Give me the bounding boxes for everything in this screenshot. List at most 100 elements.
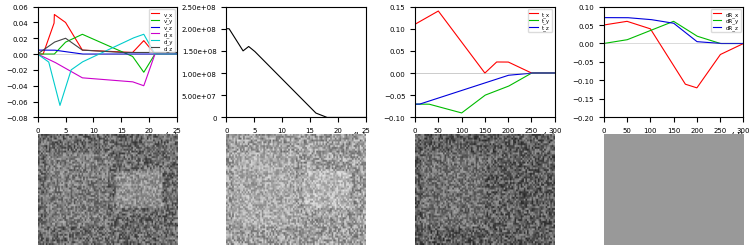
v_y	[101, 44, 110, 46]
v_z	[116, 53, 125, 56]
t_x	[493, 61, 502, 64]
v_x	[173, 53, 182, 56]
t_z	[436, 97, 445, 100]
t_x	[474, 64, 483, 67]
d_y	[109, 46, 118, 50]
d_y	[170, 53, 179, 56]
Line: dR_z: dR_z	[604, 18, 743, 44]
dR_x	[739, 43, 748, 46]
v_y	[109, 47, 118, 50]
dR_z	[635, 18, 644, 21]
t_y	[474, 99, 483, 102]
Text: (a): (a)	[164, 131, 177, 141]
Line: v_y: v_y	[38, 35, 177, 73]
d_y	[100, 51, 109, 54]
dR_z	[662, 22, 671, 25]
d_z	[33, 53, 42, 56]
Line: d_x: d_x	[38, 55, 177, 86]
dR_z	[599, 17, 608, 20]
v_x	[170, 53, 179, 56]
dR_z	[682, 32, 691, 35]
Legend: v_x, v_y, v_z, d_x, d_y, d_z: v_x, v_y, v_z, d_x, d_y, d_z	[149, 10, 174, 53]
d_x	[101, 79, 110, 82]
t_y	[436, 106, 445, 109]
v_y	[139, 72, 148, 74]
d_x	[33, 53, 42, 56]
dR_x	[682, 84, 691, 87]
d_z	[116, 52, 125, 55]
v_y	[173, 53, 182, 56]
dR_x	[623, 21, 632, 24]
v_y	[78, 34, 87, 37]
d_x	[99, 79, 108, 82]
v_z	[170, 53, 179, 56]
v_z	[109, 53, 118, 56]
Text: (d): (d)	[730, 131, 743, 141]
t_x	[504, 62, 513, 64]
t_z	[493, 78, 502, 81]
v_x	[101, 50, 110, 53]
t_x	[411, 24, 420, 27]
Legend: t_x, t_y, t_z: t_x, t_y, t_z	[528, 10, 552, 33]
t_x	[436, 13, 445, 16]
dR_x	[599, 24, 608, 28]
v_z	[78, 53, 87, 56]
dR_x	[692, 87, 701, 90]
dR_z	[692, 41, 701, 44]
t_x	[550, 72, 559, 75]
t_y	[411, 103, 420, 106]
d_z	[61, 38, 70, 40]
d_y	[116, 43, 125, 46]
Line: t_x: t_x	[415, 12, 555, 74]
v_x	[33, 53, 42, 56]
d_x	[173, 53, 182, 56]
t_y	[550, 72, 559, 75]
Line: v_z: v_z	[38, 51, 177, 55]
dR_z	[739, 43, 748, 46]
dR_x	[624, 21, 633, 24]
dR_x	[693, 86, 702, 89]
d_y	[56, 104, 65, 108]
Line: t_z: t_z	[415, 74, 555, 105]
v_x	[50, 14, 59, 17]
v_y	[100, 43, 109, 46]
v_y	[148, 57, 157, 60]
dR_z	[704, 42, 713, 45]
t_z	[411, 103, 420, 106]
v_x	[116, 51, 125, 54]
dR_y	[739, 43, 748, 46]
t_y	[493, 90, 502, 92]
v_z	[148, 53, 157, 56]
dR_z	[624, 17, 633, 20]
t_z	[474, 84, 483, 87]
t_x	[527, 72, 536, 75]
d_y	[33, 53, 42, 56]
t_z	[527, 72, 536, 75]
d_z	[170, 52, 179, 55]
d_y	[139, 34, 148, 37]
d_x	[139, 85, 148, 88]
d_z	[100, 51, 109, 54]
t_z	[550, 72, 559, 75]
dR_x	[635, 25, 644, 28]
d_y	[101, 50, 110, 53]
v_y	[33, 53, 42, 56]
v_x	[109, 51, 118, 54]
d_z	[148, 52, 157, 55]
v_z	[101, 53, 110, 56]
dR_y	[682, 29, 691, 32]
Line: dR_x: dR_x	[604, 22, 743, 88]
Line: d_y: d_y	[38, 35, 177, 106]
dR_y	[635, 34, 644, 37]
v_z	[33, 50, 42, 52]
dR_y	[704, 39, 713, 42]
d_z	[101, 51, 110, 54]
t_y	[527, 72, 536, 75]
dR_y	[692, 36, 701, 38]
t_y	[446, 109, 455, 112]
dR_y	[669, 21, 678, 24]
Line: v_x: v_x	[38, 16, 177, 55]
Line: dR_y: dR_y	[604, 22, 743, 44]
dR_y	[599, 43, 608, 46]
dR_x	[705, 69, 714, 72]
